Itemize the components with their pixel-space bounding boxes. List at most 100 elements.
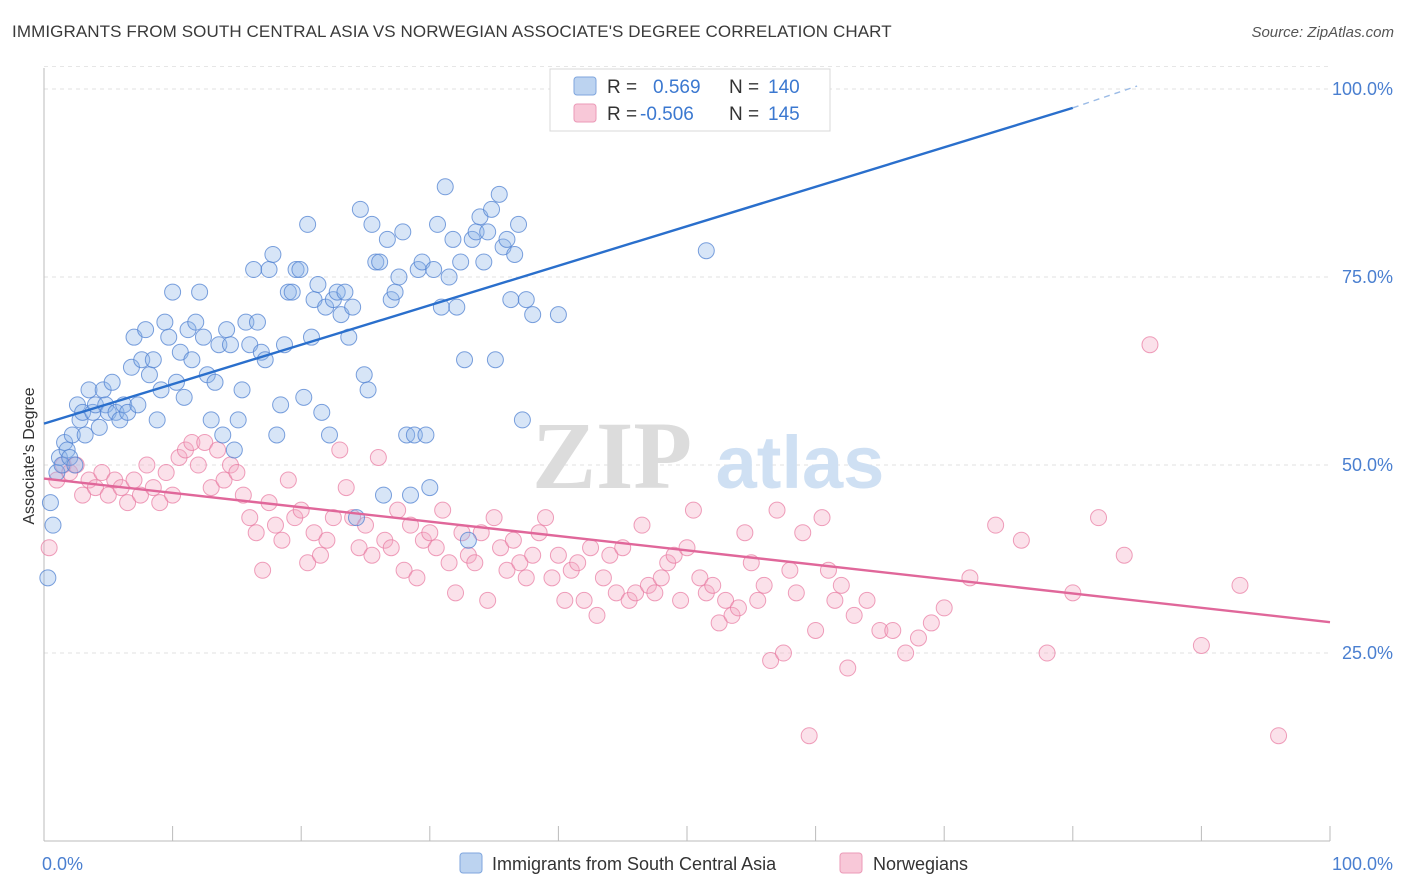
norwegians-point: [369, 449, 387, 466]
grid-lines: [44, 65, 1330, 654]
immigrants-point: [202, 411, 220, 429]
legend-r-label-1: R =: [607, 77, 637, 98]
immigrants-point: [287, 261, 305, 279]
immigrants-point: [214, 426, 232, 444]
norwegians-point: [839, 659, 857, 677]
immigrants-point: [479, 223, 497, 241]
y-tick-label: 25.0%: [1342, 643, 1393, 663]
y-tick-labels: 25.0% 50.0% 75.0% 100.0%: [1332, 79, 1393, 663]
immigrants-point: [229, 411, 247, 429]
legend-r-value-1: 0.569: [653, 77, 701, 98]
immigrants-point: [452, 253, 470, 271]
legend-n-label-1: N =: [729, 77, 759, 98]
immigrants-point: [320, 426, 338, 444]
immigrants-point: [459, 531, 477, 549]
immigrants-point: [486, 351, 504, 369]
norwegians-point: [582, 539, 600, 557]
norwegians-point: [537, 509, 555, 527]
norwegians-point: [755, 576, 773, 594]
norwegians-point: [99, 486, 117, 504]
norwegians-point: [183, 433, 201, 451]
immigrants-point: [394, 223, 412, 241]
legend-r-label-2: R =: [607, 104, 637, 125]
norwegians-point: [324, 509, 342, 527]
immigrants-point: [367, 253, 385, 271]
norwegians-point: [691, 569, 709, 587]
norwegians-point: [768, 501, 786, 519]
immigrants-point: [295, 388, 313, 406]
watermark-atlas: atlas: [716, 421, 885, 504]
immigrants-point: [291, 261, 309, 279]
norwegians-point: [832, 576, 850, 594]
norwegians-point: [517, 569, 535, 587]
immigrants-point: [63, 426, 81, 444]
norwegians-point: [131, 486, 149, 504]
norwegians-point: [575, 591, 593, 609]
norwegians-point: [228, 464, 246, 482]
norwegians-point: [762, 652, 780, 670]
immigrants-point: [502, 291, 520, 309]
norwegians-point: [479, 591, 497, 609]
immigrants-point: [76, 426, 94, 444]
norwegians-point: [897, 644, 915, 662]
immigrants-point: [490, 185, 508, 203]
immigrants-point: [313, 403, 331, 421]
norwegians-point: [138, 456, 156, 474]
norwegians-point: [1141, 336, 1159, 354]
stats-legend: R = 0.569 N = 140 R = -0.506 N = 145: [549, 68, 831, 132]
legend-n-value-2: 145: [768, 104, 800, 125]
norwegians-point: [800, 727, 818, 745]
immigrants-point: [309, 276, 327, 294]
norwegians-point: [447, 584, 465, 602]
norwegians-point: [1038, 644, 1056, 662]
immigrants-point: [245, 261, 263, 279]
immigrants-point: [206, 373, 224, 391]
norwegians-point: [871, 621, 889, 639]
immigrants-point: [405, 426, 423, 444]
immigrants-point: [386, 283, 404, 301]
immigrants-points: [39, 178, 715, 587]
norwegians-point: [466, 554, 484, 572]
immigrants-trend-line: [43, 106, 1074, 425]
norwegians-point: [144, 479, 162, 497]
y-tick-label: 100.0%: [1332, 79, 1393, 99]
immigrants-point: [417, 426, 435, 444]
norwegians-point: [601, 546, 619, 564]
immigrants-point: [80, 381, 98, 399]
immigrants-point: [359, 381, 377, 399]
legend-item-label-blue: Immigrants from South Central Asia: [492, 854, 777, 874]
norwegians-point: [665, 546, 683, 564]
source-credit: Source: ZipAtlas.com: [1251, 24, 1394, 41]
norwegians-point: [794, 524, 812, 542]
norwegians-point: [93, 464, 111, 482]
trend-lines: [43, 85, 1331, 624]
immigrants-point: [160, 328, 178, 346]
immigrants-point: [164, 283, 182, 301]
immigrants-point: [144, 351, 162, 369]
immigrants-point: [549, 306, 567, 324]
immigrants-point: [448, 298, 466, 316]
norwegians-point: [774, 644, 792, 662]
immigrants-point: [513, 411, 531, 429]
norwegians-point: [485, 509, 503, 527]
norwegians-point: [807, 621, 825, 639]
norwegians-point: [511, 554, 529, 572]
immigrants-point: [524, 306, 542, 324]
legend-swatch-pink: [573, 103, 597, 123]
norwegians-point: [646, 584, 664, 602]
norwegians-point: [241, 509, 259, 527]
norwegians-point: [633, 516, 651, 534]
norwegians-point: [787, 584, 805, 602]
norwegians-point: [1115, 546, 1133, 564]
legend-swatch-blue: [573, 76, 597, 96]
immigrants-point: [475, 253, 493, 271]
immigrants-point: [355, 366, 373, 384]
immigrants-point: [390, 268, 408, 286]
norwegians-point: [389, 501, 407, 519]
norwegians-point: [1231, 576, 1249, 594]
immigrants-point: [225, 441, 243, 459]
norwegians-point: [402, 516, 420, 534]
immigrants-trend-extension: [1072, 85, 1138, 109]
norwegians-point: [1270, 727, 1288, 745]
norwegians-point: [311, 546, 329, 564]
